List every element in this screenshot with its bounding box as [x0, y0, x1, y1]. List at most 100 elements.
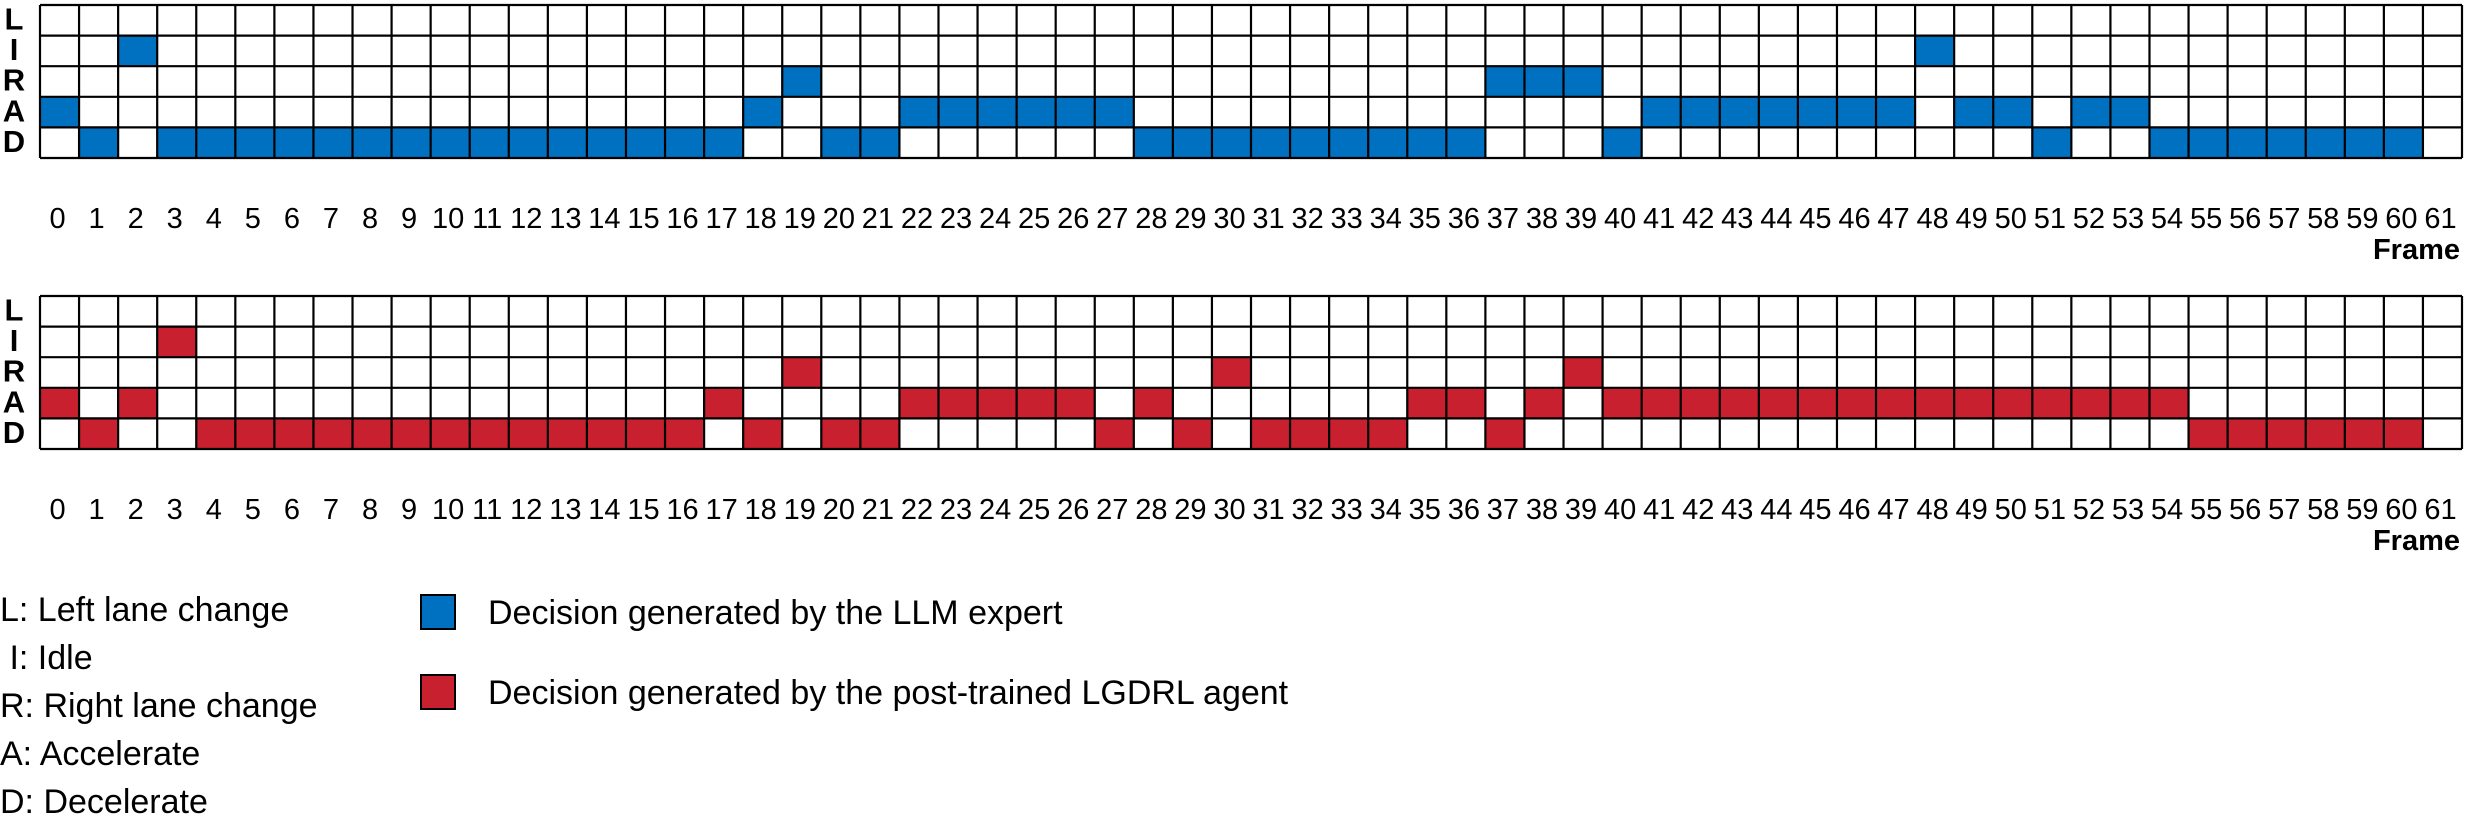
row-label-A: A	[3, 384, 25, 419]
frame-tick-label: 24	[979, 203, 1011, 235]
decision-cell-frame-18	[743, 418, 783, 449]
decision-cell-frame-1	[79, 418, 119, 449]
decision-cell-frame-9	[391, 127, 431, 158]
frame-tick-label: 52	[2073, 203, 2105, 235]
frame-tick-label: 60	[2385, 494, 2417, 526]
frame-tick-label: 51	[2034, 494, 2066, 526]
frame-tick-label: 20	[823, 494, 855, 526]
frame-tick-label: 0	[49, 203, 65, 235]
row-label-R: R	[3, 63, 25, 98]
frame-tick-label: 3	[167, 203, 183, 235]
decision-cell-frame-37	[1485, 418, 1525, 449]
frame-tick-label: 61	[2424, 203, 2456, 235]
decision-cell-frame-45	[1797, 96, 1837, 128]
frame-tick-label: 22	[901, 494, 933, 526]
frame-tick-label: 8	[362, 203, 378, 235]
frame-tick-label: 44	[1760, 203, 1792, 235]
decision-cell-frame-46	[1836, 387, 1877, 419]
decision-cell-frame-15	[625, 127, 666, 158]
frame-tick-label: 0	[49, 494, 65, 526]
decision-cell-frame-39	[1563, 357, 1603, 388]
decision-cell-frame-38	[1524, 387, 1564, 419]
decision-cell-frame-5	[235, 127, 275, 158]
decision-cell-frame-55	[2188, 418, 2228, 449]
frame-tick-label: 17	[705, 203, 737, 235]
decision-cell-frame-36	[1446, 127, 1486, 158]
decision-cell-frame-18	[743, 96, 783, 128]
row-label-I: I	[10, 323, 19, 358]
decision-cell-frame-29	[1172, 127, 1212, 158]
decision-cell-frame-24	[977, 387, 1017, 419]
frame-tick-label: 42	[1682, 203, 1714, 235]
frame-tick-label: 18	[745, 494, 777, 526]
frame-tick-label: 49	[1956, 494, 1988, 526]
frame-tick-label: 18	[745, 203, 777, 235]
decision-cell-frame-35	[1407, 387, 1447, 419]
frame-tick-label: 1	[89, 494, 105, 526]
decision-cell-frame-0	[40, 96, 80, 128]
decision-cell-frame-0	[40, 387, 80, 419]
frame-tick-label: 30	[1213, 494, 1245, 526]
frame-tick-label: 34	[1370, 203, 1402, 235]
decision-cell-frame-47	[1876, 96, 1916, 128]
frame-tick-label: 44	[1760, 494, 1792, 526]
decision-cell-frame-35	[1407, 127, 1447, 158]
frame-tick-label: 42	[1682, 494, 1714, 526]
decision-cell-frame-20	[821, 127, 861, 158]
decision-cell-frame-23	[938, 96, 978, 128]
decision-cell-frame-56	[2227, 418, 2267, 449]
frame-tick-label: 55	[2190, 203, 2222, 235]
row-label-R: R	[3, 354, 25, 389]
frame-tick-label: 20	[823, 203, 855, 235]
frame-tick-label: 53	[2112, 494, 2144, 526]
frame-tick-label: 2	[128, 494, 144, 526]
frame-tick-label: 59	[2346, 203, 2378, 235]
frame-tick-label: 21	[862, 203, 894, 235]
frame-tick-label: 26	[1057, 203, 1089, 235]
decision-cell-frame-34	[1368, 418, 1408, 449]
decision-cell-frame-25	[1016, 96, 1056, 128]
frame-tick-label: 56	[2229, 203, 2261, 235]
decision-cell-frame-26	[1055, 387, 1095, 419]
frame-tick-label: 34	[1370, 494, 1402, 526]
decision-cell-frame-42	[1680, 96, 1720, 128]
decision-cell-frame-11	[469, 127, 509, 158]
frame-tick-label: 5	[245, 494, 261, 526]
decision-cell-frame-4	[196, 418, 236, 449]
decision-cell-frame-46	[1836, 96, 1877, 128]
frame-tick-label: 43	[1721, 494, 1753, 526]
decision-cell-frame-40	[1602, 387, 1642, 419]
frame-tick-label: 29	[1174, 494, 1206, 526]
frame-tick-label: 19	[784, 494, 816, 526]
frame-tick-label: 29	[1174, 203, 1206, 235]
frame-tick-label: 39	[1565, 203, 1597, 235]
frame-tick-label: 32	[1291, 203, 1323, 235]
decision-cell-frame-14	[586, 127, 626, 158]
frame-tick-label: 32	[1291, 494, 1323, 526]
decision-cell-frame-3	[157, 127, 197, 158]
decision-cell-frame-41	[1641, 96, 1681, 128]
frame-tick-label: 30	[1213, 203, 1245, 235]
decision-cell-frame-52	[2071, 96, 2111, 128]
decision-cell-frame-11	[469, 418, 509, 449]
decision-cell-frame-44	[1758, 387, 1798, 419]
decision-cell-frame-48	[1915, 35, 1955, 67]
frame-tick-label: 58	[2307, 494, 2339, 526]
decision-cell-frame-10	[430, 127, 470, 158]
frame-tick-label: 10	[432, 494, 464, 526]
decision-cell-frame-19	[782, 357, 822, 388]
decision-cell-frame-47	[1876, 387, 1916, 419]
frame-tick-label: 57	[2268, 494, 2300, 526]
row-label-D: D	[3, 124, 25, 159]
decision-cell-frame-52	[2071, 387, 2111, 419]
decision-cell-frame-60	[2383, 127, 2423, 158]
frame-tick-label: 45	[1799, 494, 1831, 526]
decision-cell-frame-30	[1211, 357, 1251, 388]
frame-tick-label: 27	[1096, 494, 1128, 526]
legend-decelerate: D: Decelerate	[0, 783, 208, 821]
x-axis-label: Frame	[2373, 234, 2460, 266]
decision-cell-frame-58	[2305, 418, 2345, 449]
frame-tick-label: 19	[784, 203, 816, 235]
decision-cell-frame-42	[1680, 387, 1720, 419]
